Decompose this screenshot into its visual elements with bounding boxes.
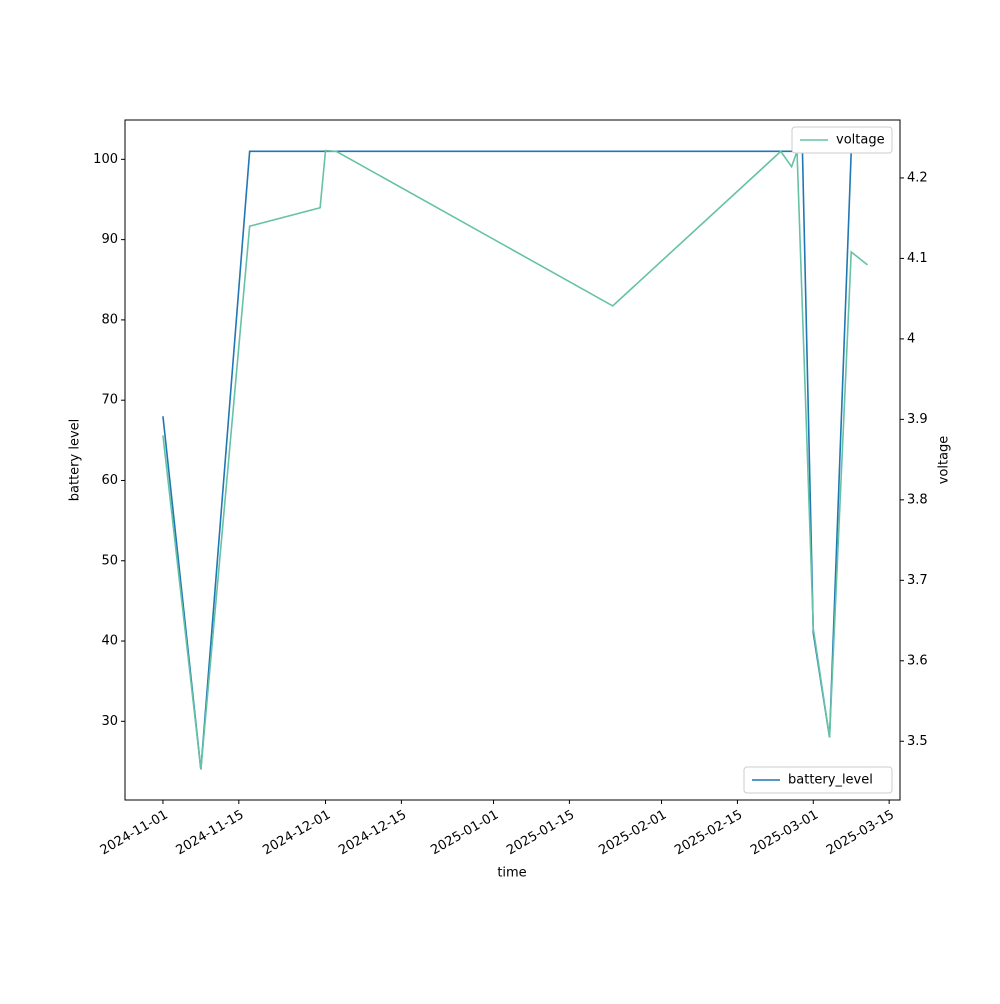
- plot-frame: [124, 119, 901, 801]
- y2-tick-label: 3.5: [907, 734, 928, 749]
- legend-label: battery_level: [788, 773, 873, 788]
- y2-axis-label: voltage: [937, 436, 952, 485]
- y-tick-label: 100: [93, 152, 118, 167]
- y-tick-label: 30: [101, 714, 118, 729]
- y2-tick-label: 3.7: [907, 573, 928, 588]
- y-tick-label: 60: [101, 473, 118, 488]
- y-tick-label: 70: [101, 393, 118, 408]
- legend-label: voltage: [836, 133, 885, 148]
- y2-tick-label: 3.9: [907, 412, 928, 427]
- y-tick-label: 80: [101, 312, 118, 327]
- y2-tick-label: 4.1: [907, 251, 928, 266]
- series-line: [162, 149, 868, 770]
- y-axis-label: battery level: [68, 419, 83, 502]
- legend-box: [791, 126, 893, 154]
- y-tick-label: 40: [101, 634, 118, 649]
- x-axis-label: time: [497, 866, 526, 881]
- series-line: [162, 150, 868, 770]
- y2-tick-label: 3.6: [907, 653, 928, 668]
- legend-box: [743, 766, 893, 794]
- y-tick-label: 50: [101, 553, 118, 568]
- y2-tick-label: 4: [907, 331, 915, 346]
- y-tick-label: 90: [101, 232, 118, 247]
- y2-tick-label: 3.8: [907, 492, 928, 507]
- y2-tick-label: 4.2: [907, 170, 928, 185]
